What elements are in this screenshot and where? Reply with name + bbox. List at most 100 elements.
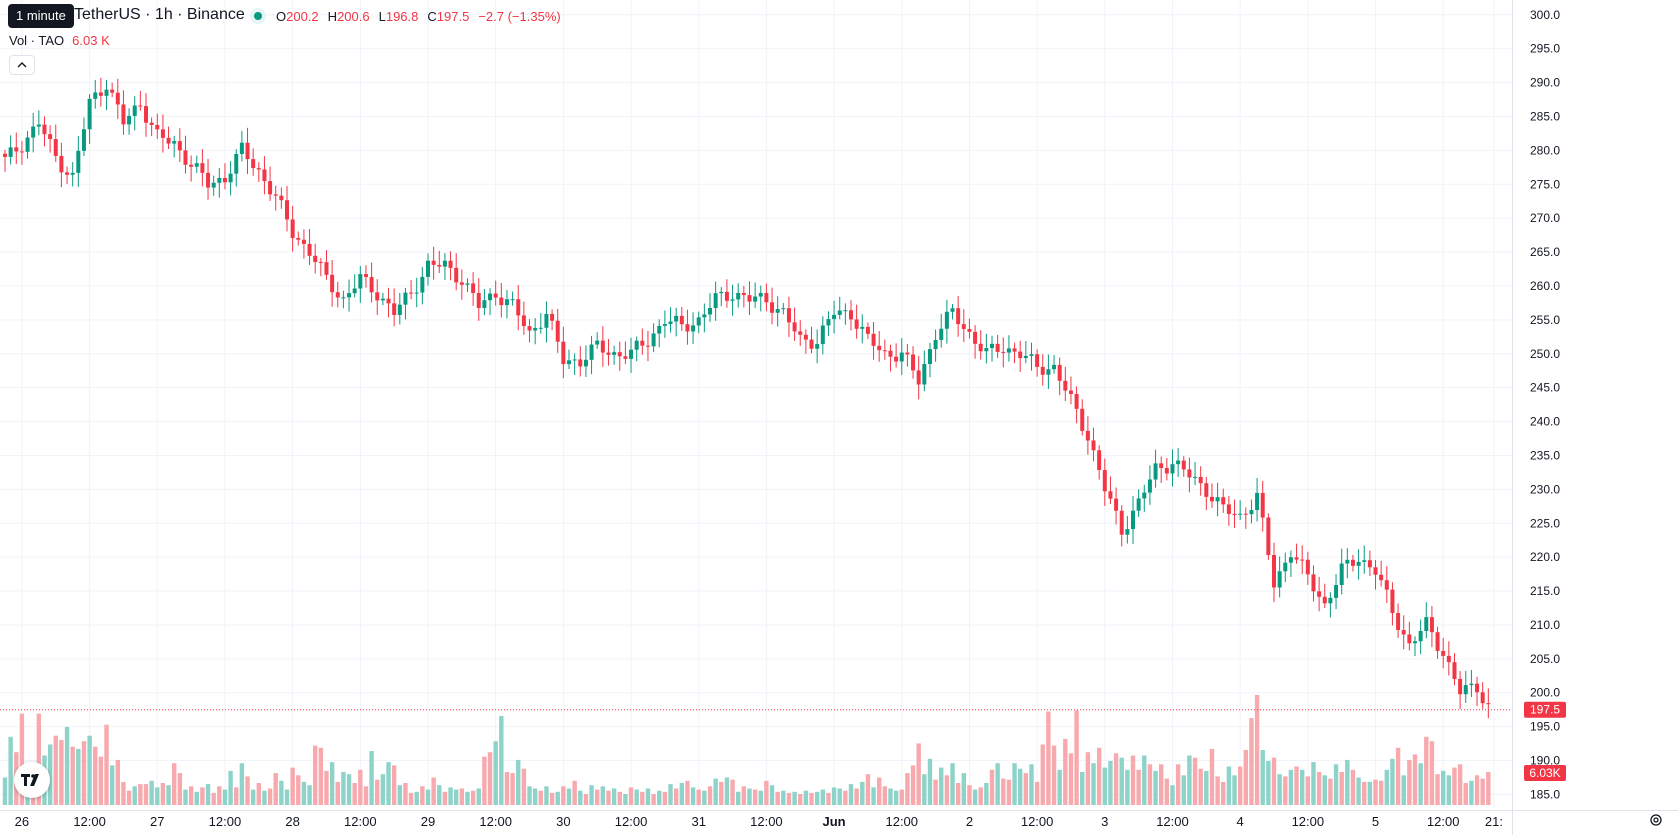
volume-bar (1164, 778, 1170, 805)
candle-body (578, 359, 583, 367)
volume-bar (183, 789, 188, 805)
collapse-legend-button[interactable] (9, 55, 35, 75)
volume-bar (454, 789, 459, 805)
volume-bar (922, 774, 927, 805)
volume-bar (482, 756, 487, 805)
volume-bar (346, 774, 352, 805)
candle-body (595, 340, 600, 345)
market-status-icon[interactable] (250, 8, 266, 24)
volume-bar (375, 779, 380, 805)
volume-bar (532, 788, 538, 805)
time-tick-label: 12:00 (73, 814, 106, 829)
volume-bar (1130, 755, 1136, 805)
candle-body (25, 137, 30, 152)
volume-bar (1159, 764, 1164, 805)
candle-body (1480, 692, 1485, 704)
candle-body (115, 92, 120, 105)
volume-bar (1096, 747, 1102, 805)
volume-bar (437, 785, 442, 805)
price-tick-label: 300.0 (1530, 8, 1560, 22)
volume-bar (944, 775, 950, 805)
candle-body (268, 181, 273, 195)
candle-body (194, 163, 199, 167)
candle-body (1108, 491, 1113, 499)
volume-bar (1266, 761, 1271, 805)
candle-body (1018, 351, 1023, 359)
price-tick-label: 290.0 (1530, 76, 1560, 90)
volume-bar (1181, 775, 1186, 805)
candle-body (933, 339, 938, 350)
volume-bar (1102, 767, 1107, 805)
volume-bar (589, 785, 594, 805)
candle-body (550, 313, 555, 321)
price-tick-label: 195.0 (1530, 720, 1560, 734)
candle-body (459, 282, 464, 285)
volume-bar (273, 773, 278, 805)
volume-bar (950, 763, 955, 805)
volume-bar (538, 790, 543, 805)
candle-body (1294, 557, 1299, 560)
candle-body (499, 297, 504, 306)
candle-body (160, 129, 165, 138)
candle-body (256, 168, 261, 170)
candle-body (363, 274, 368, 278)
volume-bar (1046, 711, 1051, 805)
candle-body (1356, 561, 1361, 566)
candle-body (437, 264, 442, 267)
volume-bar (380, 774, 386, 805)
volume-bar (792, 791, 797, 805)
candle-body (781, 308, 786, 310)
candle-body (1334, 585, 1339, 598)
candle-body (1170, 464, 1175, 474)
candle-body (1475, 683, 1480, 693)
candle-body (1362, 560, 1367, 562)
volume-bar (2, 777, 8, 805)
volume-bar (724, 777, 730, 805)
candle-body (1068, 390, 1073, 394)
candle-body (1046, 369, 1051, 375)
volume-legend[interactable]: Vol · TAO 6.03 K (9, 33, 110, 48)
price-tick-label: 230.0 (1530, 482, 1560, 496)
time-tick-label: 12:00 (615, 814, 648, 829)
volume-bar (1040, 744, 1045, 805)
volume-bar (1311, 762, 1316, 805)
volume-bar (1080, 772, 1085, 805)
candle-body (854, 319, 859, 329)
candle-body (155, 124, 160, 130)
volume-bar (256, 783, 261, 805)
candle-body (809, 339, 814, 349)
volume-bar (741, 786, 747, 805)
volume-bar (690, 787, 696, 805)
candle-body (200, 163, 205, 173)
candle-body (753, 296, 758, 302)
candle-body (736, 292, 741, 300)
time-tick-label: 26 (15, 814, 29, 829)
tradingview-logo-icon[interactable] (14, 762, 50, 798)
price-tick-label: 190.0 (1530, 754, 1560, 768)
volume-bar (595, 789, 600, 805)
price-tick-label: 245.0 (1530, 381, 1560, 395)
gear-icon[interactable] (1648, 812, 1664, 828)
candle-body (1193, 476, 1198, 478)
volume-bar (459, 788, 465, 805)
candle-body (1198, 476, 1203, 484)
volume-bar (831, 787, 837, 805)
volume-bar (769, 785, 775, 805)
symbol-title[interactable]: TetherUS · 1h · Binance (74, 6, 245, 23)
candle-body (1463, 685, 1468, 695)
last-volume-label: 6.03K (1529, 766, 1560, 780)
candle-body (14, 147, 19, 152)
candle-body (657, 325, 662, 334)
candle-body (409, 292, 414, 294)
volume-bar (493, 741, 498, 805)
candle-body (177, 141, 182, 151)
volume-bar (121, 781, 126, 805)
price-candles (3, 77, 1491, 719)
candle-body (53, 139, 58, 156)
volume-bar (1294, 766, 1299, 805)
candle-body (375, 292, 380, 301)
volume-bar (1384, 769, 1389, 805)
volume-bar (188, 786, 194, 805)
